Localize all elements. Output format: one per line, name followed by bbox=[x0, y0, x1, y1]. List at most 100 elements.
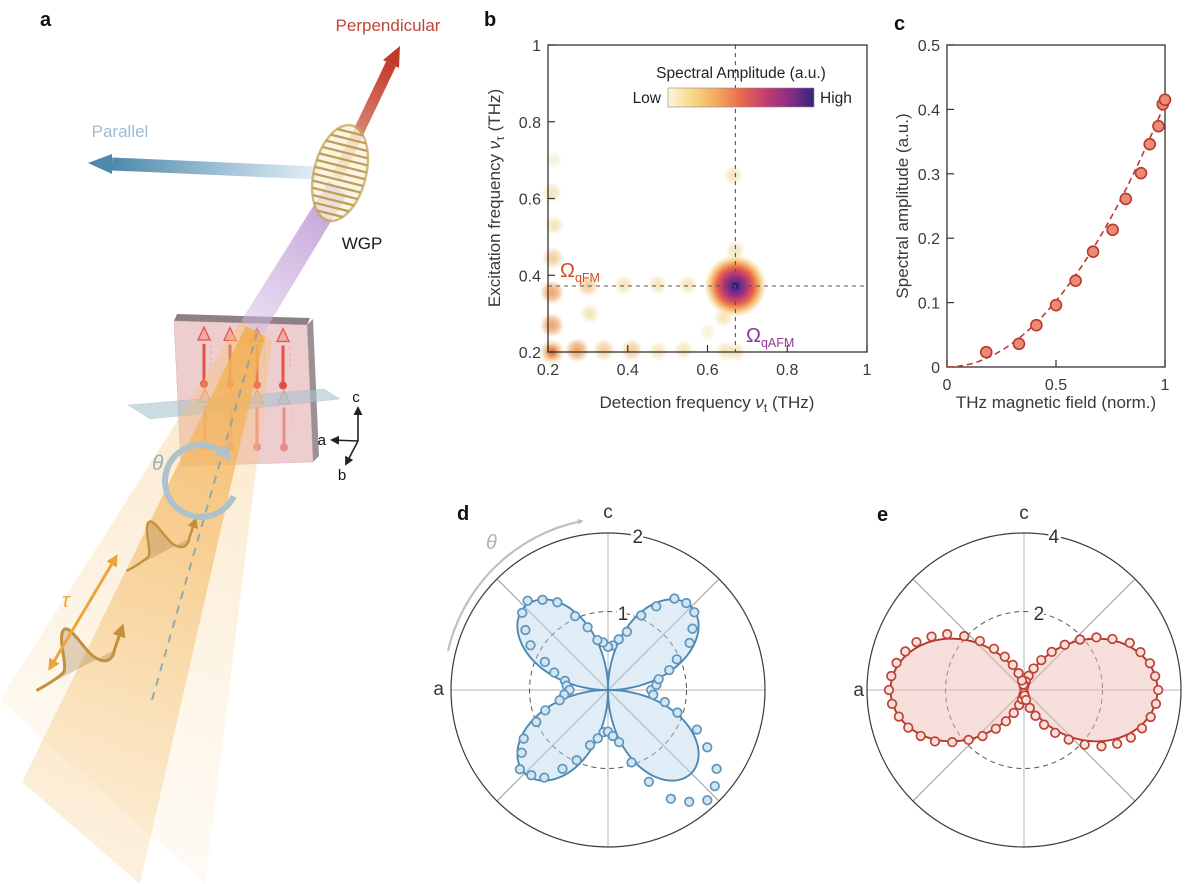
polar-outer-circle bbox=[866, 532, 1182, 848]
d-polar-plot: 12 bbox=[450, 525, 766, 848]
y-tick-label: 0.4 bbox=[918, 102, 940, 119]
polar-data-point bbox=[554, 695, 565, 706]
c-ylabel: Spectral amplitude (a.u.) bbox=[893, 113, 912, 298]
wgp-wire bbox=[318, 152, 368, 167]
heatmap-spot bbox=[541, 182, 562, 203]
polar-data-point bbox=[1107, 633, 1118, 645]
panel-e-polar: e 24 c a bbox=[853, 503, 1182, 848]
polar-data-point bbox=[900, 646, 911, 657]
data-point bbox=[1069, 274, 1082, 288]
polar-data-point bbox=[569, 610, 581, 622]
theta-label: θ bbox=[152, 452, 164, 475]
polar-data-point bbox=[651, 601, 662, 612]
annotation-qFM: ΩqFM bbox=[560, 260, 600, 285]
data-point bbox=[1012, 337, 1026, 351]
spin-arrow bbox=[275, 326, 291, 390]
x-tick-label: 0 bbox=[943, 377, 952, 394]
perpendicular-arrow-head bbox=[383, 46, 400, 68]
wgp-wire bbox=[311, 186, 358, 201]
polar-data-point bbox=[911, 636, 922, 648]
panel-d-polar: d 12 θ c a bbox=[433, 502, 766, 848]
polar-data-point bbox=[886, 698, 898, 710]
polar-data-point bbox=[664, 664, 675, 676]
polar-data-point bbox=[1135, 647, 1146, 658]
panel-label-d: d bbox=[457, 503, 469, 525]
polar-data-point bbox=[643, 776, 655, 787]
b-xlabel: Detection frequency νt (THz) bbox=[600, 393, 815, 415]
tau-label: τ bbox=[62, 590, 71, 612]
y-tick-label: 0.4 bbox=[519, 268, 541, 285]
polar-data-point bbox=[1007, 659, 1018, 671]
b-axis-arrow bbox=[345, 440, 359, 466]
data-point bbox=[1152, 119, 1165, 133]
polar-data-point bbox=[648, 689, 659, 700]
polar-data-point bbox=[592, 733, 603, 744]
d-theta-label: θ bbox=[486, 532, 497, 554]
polar-data-point bbox=[684, 796, 695, 807]
heatmap-spot bbox=[539, 313, 564, 338]
panel-a-schematic: c a b a Perpendicular Parallel WGP θ τ bbox=[0, 9, 441, 884]
wire-grid-polarizer bbox=[310, 123, 370, 223]
polar-grid-circle bbox=[529, 611, 687, 769]
polar-data-point bbox=[963, 734, 974, 746]
wgp-hatch-lines bbox=[311, 127, 369, 219]
x-tick-label: 1 bbox=[863, 362, 872, 379]
polar-data-point bbox=[1008, 707, 1019, 719]
polar-data-point bbox=[1096, 741, 1107, 752]
heatmap-spot bbox=[620, 339, 643, 362]
wgp-wire bbox=[316, 158, 367, 174]
y-tick-label: 0.2 bbox=[519, 345, 541, 362]
x-tick-label: 0.4 bbox=[617, 362, 639, 379]
polar-data-point bbox=[514, 764, 526, 775]
polar-data-point bbox=[1046, 646, 1057, 658]
y-tick-label: 0 bbox=[931, 360, 940, 377]
polar-data-point bbox=[671, 654, 682, 665]
polar-data-point bbox=[1153, 684, 1164, 696]
polar-data-point bbox=[1038, 719, 1050, 730]
polar-data-point bbox=[702, 742, 713, 753]
polar-data-point bbox=[1125, 732, 1137, 743]
heatmap-spot bbox=[648, 341, 669, 362]
thz-beam-core bbox=[22, 326, 265, 884]
tau-delay-arrow bbox=[48, 554, 118, 671]
y-tick-label: 1 bbox=[532, 38, 541, 55]
polar-data-point bbox=[711, 763, 722, 775]
polar-data-point bbox=[526, 770, 537, 781]
panel-label-e: e bbox=[877, 504, 888, 526]
polar-data-point bbox=[947, 736, 958, 748]
parallel-arrow-head bbox=[88, 154, 112, 174]
heatmap-spot bbox=[673, 340, 694, 361]
panel-label-c: c bbox=[894, 13, 905, 35]
polar-data-point bbox=[520, 624, 531, 636]
polar-data-point bbox=[1074, 634, 1086, 645]
beam-axis-dashed-line bbox=[151, 332, 258, 701]
polar-data-point bbox=[687, 623, 698, 634]
polar-data-point bbox=[552, 597, 563, 608]
polar-data-point bbox=[582, 622, 593, 633]
polar-data-point bbox=[942, 629, 953, 640]
heatmap-spot bbox=[565, 338, 590, 363]
polar-data-point bbox=[926, 631, 937, 642]
parallel-label: Parallel bbox=[92, 122, 149, 141]
polar-data-point bbox=[689, 607, 700, 618]
parallel-arrow-shaft bbox=[111, 157, 319, 180]
wgp-wire bbox=[336, 127, 364, 137]
polar-data-point bbox=[531, 716, 542, 728]
heatmap-spot bbox=[698, 323, 717, 342]
data-point bbox=[1119, 192, 1133, 206]
theta-sweep-arrow bbox=[446, 519, 584, 652]
polar-data-point bbox=[702, 795, 713, 806]
data-point bbox=[1143, 137, 1157, 151]
thz-pulse bbox=[126, 517, 198, 572]
x-tick-label: 0.6 bbox=[696, 362, 718, 379]
polar-data-point bbox=[549, 667, 560, 678]
polar-data-point bbox=[516, 747, 527, 758]
data-point bbox=[1030, 318, 1043, 332]
panel-label-a: a bbox=[40, 9, 52, 31]
panel-c-scatter: c 0 0.5 1 0 0.1 0.2 0.3 0.4 0.5 THz magnetic fie… bbox=[893, 13, 1172, 412]
polar-data-point bbox=[665, 793, 676, 804]
polar-data-point bbox=[518, 733, 529, 744]
y-tick-label: 0.5 bbox=[918, 38, 940, 55]
